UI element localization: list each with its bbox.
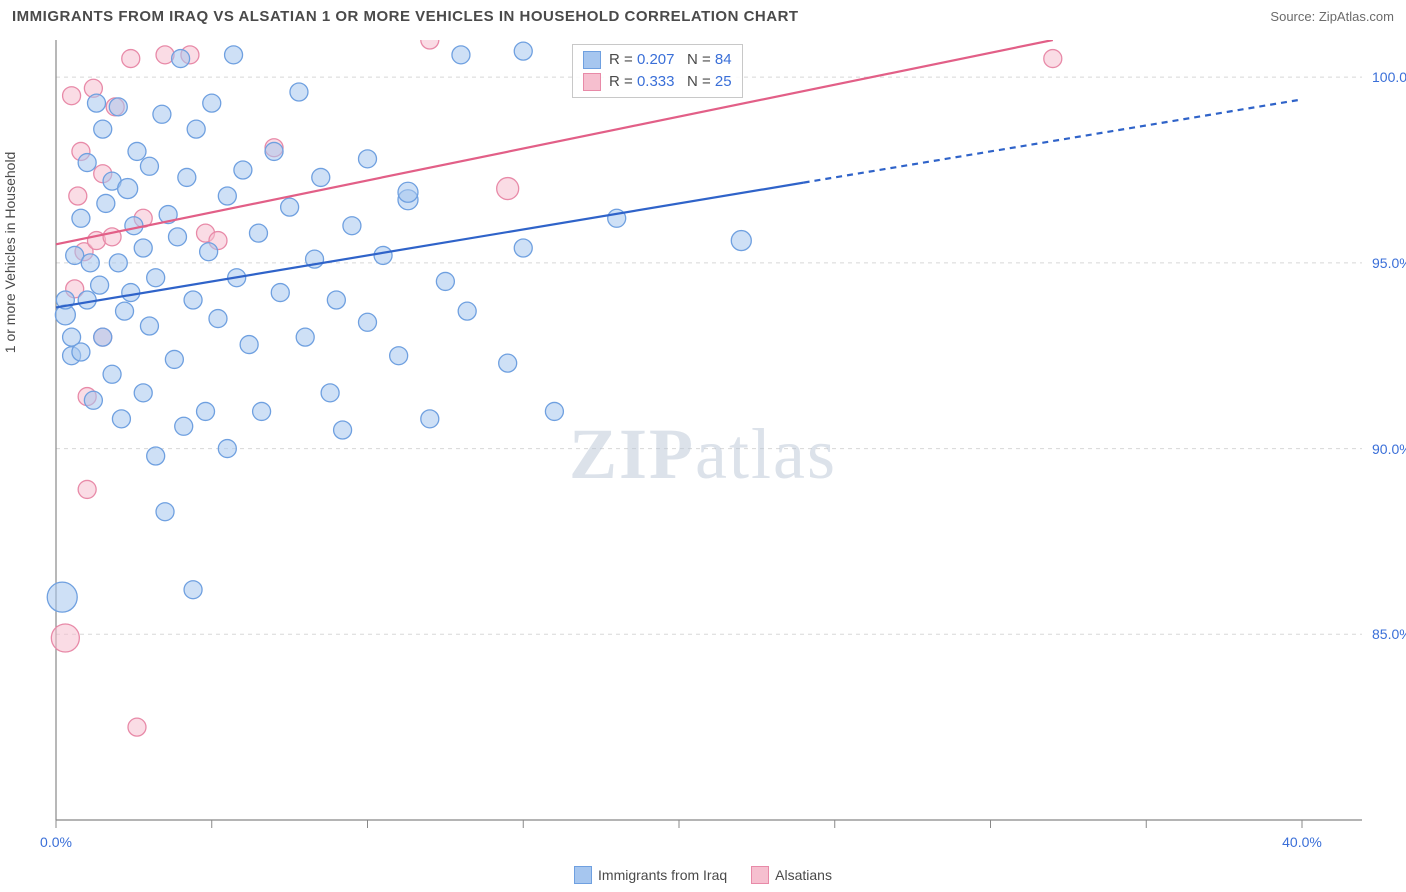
y-tick: 85.0% [1372,626,1406,642]
y-tick: 95.0% [1372,255,1406,271]
x-tick: 0.0% [40,834,72,850]
bottom-legend: Immigrants from Iraq Alsatians [0,866,1406,884]
y-tick: 90.0% [1372,441,1406,457]
legend-label: Immigrants from Iraq [598,867,727,883]
legend-swatch [751,866,769,884]
chart-title: IMMIGRANTS FROM IRAQ VS ALSATIAN 1 OR MO… [12,8,799,25]
source: Source: ZipAtlas.com [1270,9,1394,24]
legend-item: Alsatians [751,866,832,884]
legend-item: Immigrants from Iraq [574,866,727,884]
y-tick: 100.0% [1372,69,1406,85]
header: IMMIGRANTS FROM IRAQ VS ALSATIAN 1 OR MO… [0,0,1406,31]
legend-swatch [583,51,601,69]
stat-legend-row: R = 0.333 N = 25 [583,71,732,93]
chart-area: 1 or more Vehicles in Household ZIPatlas… [12,40,1394,852]
source-label: Source: [1270,9,1315,24]
legend-swatch [574,866,592,884]
stat-legend-row: R = 0.207 N = 84 [583,49,732,71]
legend-swatch [583,73,601,91]
legend-label: Alsatians [775,867,832,883]
x-tick: 40.0% [1282,834,1322,850]
stat-legend: R = 0.207 N = 84R = 0.333 N = 25 [572,44,743,98]
scatter-chart [12,40,1394,852]
source-name: ZipAtlas.com [1319,9,1394,24]
